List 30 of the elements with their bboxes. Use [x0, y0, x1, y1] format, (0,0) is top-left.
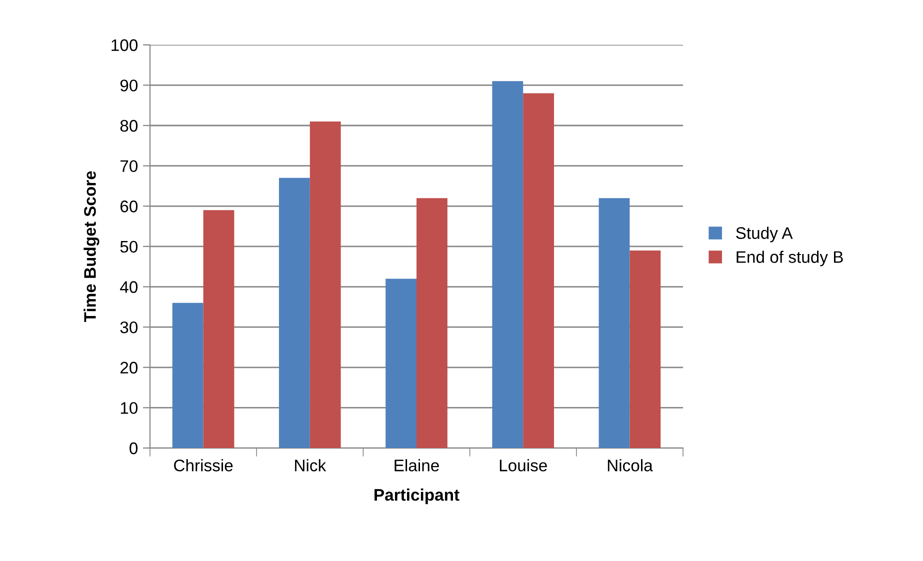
y-tick-label: 20	[120, 362, 138, 374]
bar	[416, 198, 448, 448]
legend-label: Study A	[736, 226, 793, 242]
x-tick-label: Chrissie	[174, 459, 233, 472]
x-tick-label: Nicola	[608, 459, 653, 472]
x-tick-label: Nick	[295, 459, 326, 472]
y-tick-label: 0	[130, 442, 138, 454]
bar	[492, 81, 524, 448]
y-tick-label: 100	[112, 39, 138, 52]
x-tick-label: Louise	[500, 459, 547, 472]
bar	[310, 121, 341, 448]
x-tick-label: Elaine	[394, 459, 439, 472]
y-tick-label: 50	[120, 240, 138, 253]
y-tick-label: 30	[120, 321, 138, 334]
bar	[630, 250, 661, 448]
bar	[172, 302, 204, 448]
bar	[278, 178, 310, 448]
y-tick-label: 70	[120, 160, 138, 172]
y-tick-label: 40	[120, 281, 138, 293]
bar	[523, 93, 554, 448]
y-tick-label: 10	[120, 402, 138, 414]
y-tick-label: 90	[120, 80, 138, 92]
bar	[386, 278, 417, 448]
y-tick-label: 80	[120, 120, 138, 132]
y-tick-label: 60	[120, 200, 138, 212]
legend-label: End of study B	[736, 250, 843, 266]
bar	[598, 198, 630, 448]
y-axis-title: Time Budget Score	[84, 171, 100, 322]
x-axis-title: Participant	[374, 488, 460, 504]
bar	[203, 210, 234, 448]
